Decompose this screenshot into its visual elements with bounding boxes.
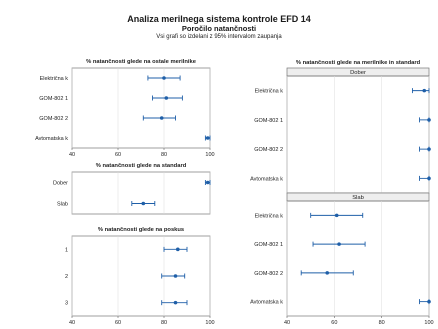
report-title: Analiza merilnega sistema kontrole EFD 1…: [127, 14, 311, 24]
category-label-r0-3: Avtomatska k: [250, 176, 283, 182]
point-marker-0-3: [205, 136, 210, 140]
x-tick-label-0-1: 60: [115, 152, 121, 158]
x-tick-label-r1-1: 60: [331, 320, 337, 326]
point-marker-r1-3: [427, 299, 431, 304]
panel-title-0: % natančnosti glede na ostale merilnike: [86, 59, 197, 65]
point-marker-r0-3: [427, 176, 431, 181]
point-marker-1-0: [205, 180, 210, 185]
panel-frame-right-1: [286, 200, 430, 317]
category-label-1-1: Slab: [57, 202, 68, 208]
x-tick-label-0-2: 80: [161, 152, 167, 158]
point-marker-1-1: [141, 201, 146, 206]
category-label-0-0: Električna k: [40, 76, 69, 82]
point-marker-r1-2: [325, 271, 330, 275]
category-label-r1-0: Električna k: [255, 213, 284, 219]
x-tick-label-2-0: 40: [69, 320, 75, 326]
category-label-2-2: 3: [65, 301, 68, 307]
x-tick-label-0-0: 40: [69, 152, 75, 158]
point-marker-r1-1: [337, 242, 341, 246]
report-subtitle: Poročilo natančnosti: [181, 24, 257, 33]
point-marker-0-2: [159, 116, 164, 120]
panel-frame-1: [71, 171, 211, 215]
category-label-2-0: 1: [65, 247, 68, 253]
point-marker-2-0: [176, 247, 180, 252]
x-tick-label-2-2: 80: [161, 320, 167, 326]
strip-label-1: Slab: [352, 195, 364, 201]
point-marker-2-2: [173, 300, 178, 305]
category-label-0-1: GOM-802 1: [39, 96, 68, 102]
point-marker-r0-1: [427, 118, 431, 122]
x-tick-label-r1-3: 100: [424, 320, 433, 326]
x-tick-label-r1-0: 40: [284, 320, 290, 326]
category-label-1-0: Dober: [53, 181, 68, 187]
panel-frame-right-0: [286, 75, 430, 194]
report-note: Vsi grafi so izdelani z 95% intervalom z…: [156, 34, 282, 40]
point-marker-0-1: [164, 96, 169, 100]
category-label-r1-2: GOM-802 2: [254, 271, 283, 277]
panel-frame-2: [71, 235, 211, 317]
point-marker-2-1: [173, 274, 178, 278]
x-tick-label-2-1: 60: [115, 320, 121, 326]
point-marker-r1-0: [334, 213, 339, 218]
category-label-0-2: GOM-802 2: [39, 116, 68, 122]
panel-title-3: % natančnosti glede na merilnike in stan…: [296, 60, 421, 66]
point-marker-r0-2: [427, 147, 431, 151]
x-tick-label-r1-2: 80: [379, 320, 385, 326]
category-label-r1-1: GOM-802 1: [254, 242, 283, 248]
category-label-0-3: Avtomatska k: [35, 136, 68, 142]
category-label-r0-0: Električna k: [255, 89, 284, 95]
point-marker-r0-0: [422, 88, 427, 93]
strip-label-0: Dober: [350, 70, 366, 76]
x-tick-label-2-3: 100: [205, 320, 214, 326]
panel-frame-0: [71, 67, 211, 149]
x-tick-label-0-3: 100: [205, 152, 214, 158]
category-label-2-1: 2: [65, 274, 68, 280]
point-marker-0-0: [162, 76, 166, 80]
panel-title-2: % natančnosti glede na poskus: [98, 227, 184, 233]
category-label-r0-1: GOM-802 1: [254, 118, 283, 124]
category-label-r0-2: GOM-802 2: [254, 147, 283, 153]
panel-title-1: % natančnosti glede na standard: [96, 163, 187, 169]
category-label-r1-3: Avtomatska k: [250, 300, 283, 306]
